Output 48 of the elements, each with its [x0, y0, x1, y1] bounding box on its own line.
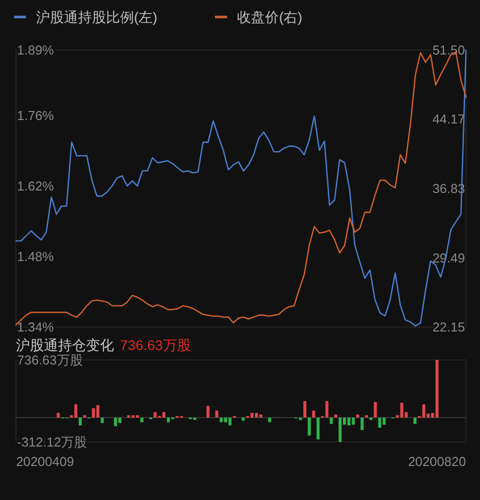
- bar: [118, 418, 122, 424]
- bar: [78, 418, 82, 426]
- x-tick-label: 20200409: [16, 454, 74, 469]
- y-tick-label: 1.76%: [17, 108, 54, 124]
- bar: [268, 418, 272, 422]
- bar: [56, 412, 60, 418]
- legend-label: 收盘价(右): [237, 9, 302, 25]
- y-tick-label: 1.34%: [17, 320, 54, 335]
- bar: [334, 414, 338, 418]
- bar: [325, 401, 328, 418]
- bar: [312, 410, 316, 418]
- bar: [228, 418, 232, 426]
- bar: [140, 418, 144, 422]
- bar: [162, 412, 166, 418]
- y-tick-label: -312.12万股: [17, 434, 88, 450]
- bar: [74, 404, 78, 418]
- legend-label: 沪股通持股比例(左): [36, 9, 158, 25]
- bar: [413, 418, 416, 424]
- bar: [338, 418, 342, 442]
- bar: [220, 418, 223, 422]
- bar: [154, 412, 157, 418]
- y-tick-label: 1.48%: [17, 249, 54, 264]
- y-tick-label: 1.62%: [17, 178, 54, 194]
- y-tick-label: 1.89%: [17, 42, 54, 58]
- x-tick-label: 20200820: [408, 454, 466, 469]
- bar: [316, 418, 320, 440]
- bar: [242, 418, 245, 421]
- bar: [360, 418, 364, 430]
- bar: [308, 418, 311, 436]
- bar: [400, 402, 404, 418]
- y2-tick-label: 22.15: [432, 320, 465, 335]
- bar: [215, 410, 218, 418]
- bar: [356, 414, 360, 418]
- bar: [166, 418, 170, 422]
- bar: [422, 404, 426, 418]
- y-tick-label: 736.63万股: [17, 352, 83, 368]
- bar: [378, 418, 382, 428]
- y2-tick-label: 51.50: [432, 42, 465, 58]
- bar: [330, 418, 333, 424]
- bar: [352, 418, 355, 425]
- bar: [303, 401, 306, 418]
- bar: [374, 402, 377, 418]
- chart-title: 沪股通持仓变化: [16, 337, 114, 353]
- bar: [206, 406, 210, 418]
- bar: [259, 414, 262, 418]
- bar: [96, 405, 100, 418]
- bar: [100, 418, 104, 424]
- chart-subtitle: 736.63万股: [120, 337, 191, 353]
